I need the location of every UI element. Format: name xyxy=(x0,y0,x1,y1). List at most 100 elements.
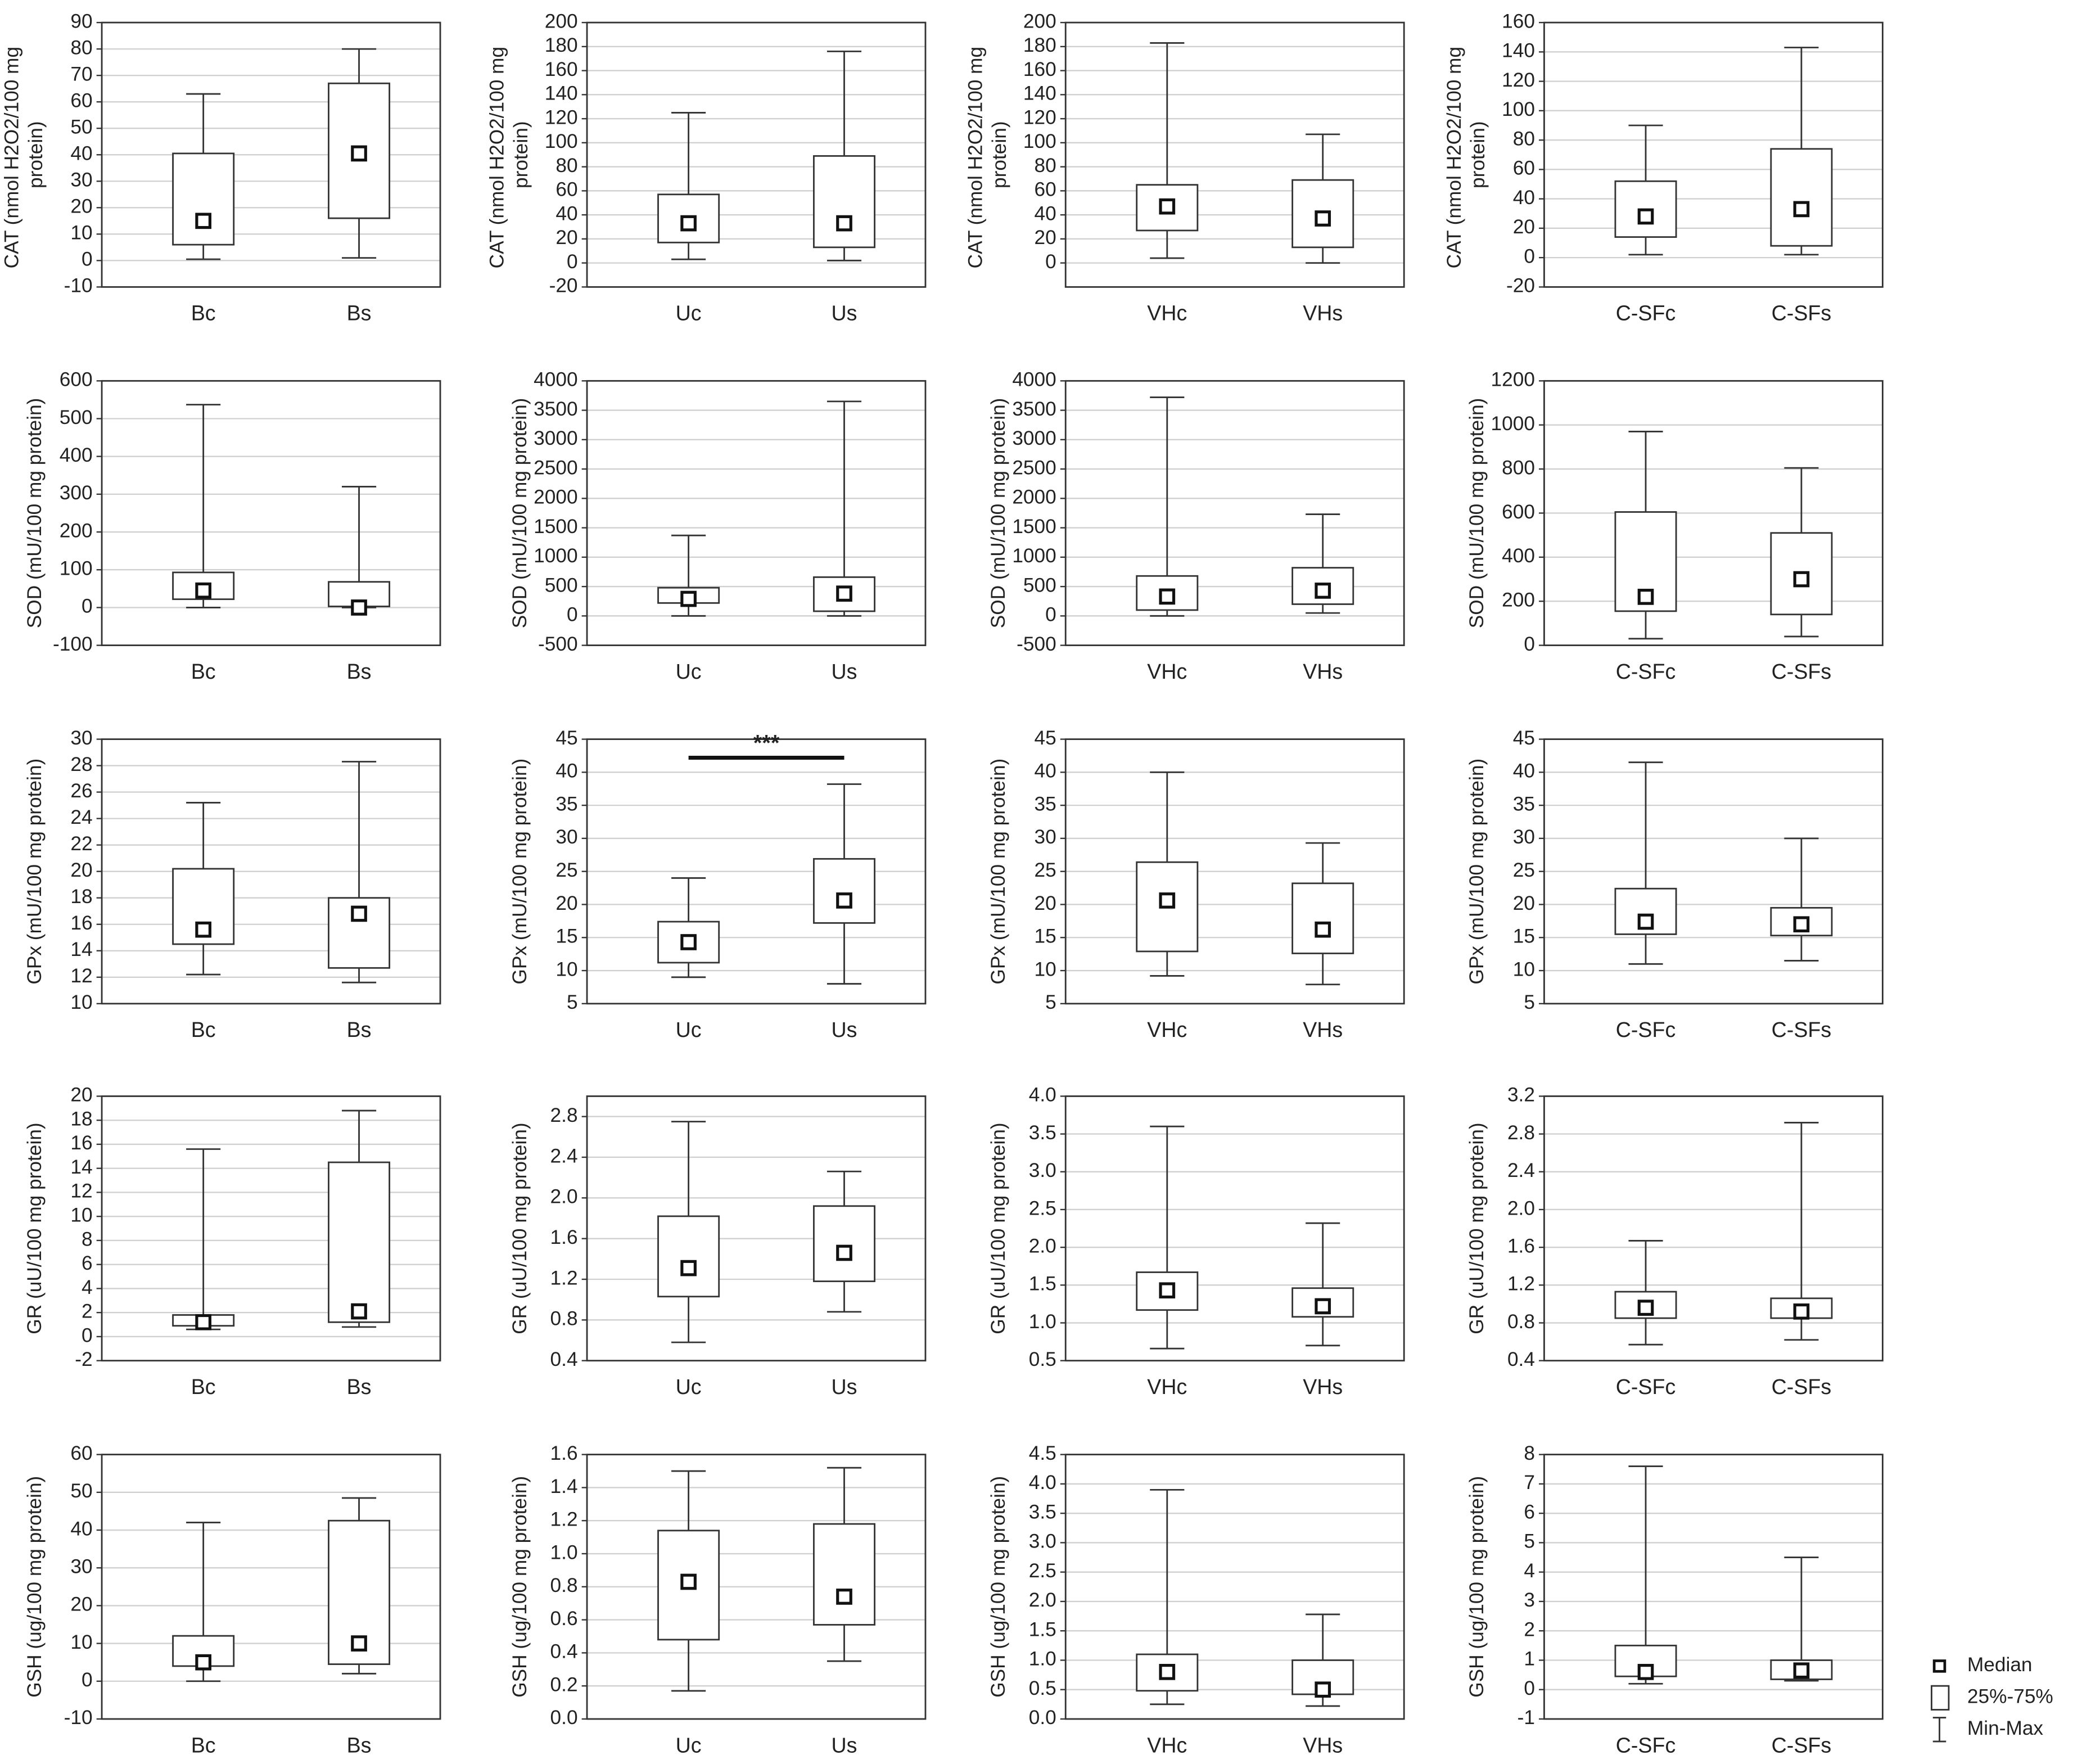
y-tick-label: -2 xyxy=(75,1348,92,1370)
y-tick-label: 4.0 xyxy=(1029,1084,1056,1106)
y-tick-label: 2000 xyxy=(534,486,577,508)
median-marker xyxy=(1159,892,1176,909)
legend: Median 25%-75% Min-Max xyxy=(1930,1654,2053,1743)
legend-median-icon xyxy=(1932,1659,1946,1673)
y-tick-label: 2.0 xyxy=(550,1186,578,1208)
y-tick-label: 200 xyxy=(1023,10,1056,32)
y-tick-label: 30 xyxy=(70,1556,92,1578)
y-tick-label: 35 xyxy=(555,793,577,815)
box-plot: -1 0 1 2 3 4 5 6 7 8 GSH (ug/100 mg protein) C-SFc C… xyxy=(1466,1442,1884,1757)
y-tick-label: 80 xyxy=(70,37,92,58)
y-tick-label: 10 xyxy=(555,958,577,980)
y-tick-label: 12 xyxy=(70,1180,92,1202)
y-tick-label: 1.2 xyxy=(550,1267,578,1289)
y-axis-label: GPx (mU/100 mg protein) xyxy=(24,759,46,985)
x-tick-label: Bc xyxy=(191,1733,216,1757)
x-tick-label: C-SFs xyxy=(1772,660,1832,683)
x-tick-label: Bc xyxy=(191,1375,216,1398)
median-marker xyxy=(1159,1282,1176,1299)
median-marker xyxy=(1315,921,1331,938)
y-tick-label: -10 xyxy=(64,275,93,297)
y-tick-label: 40 xyxy=(1035,760,1056,782)
y-tick-label: 3.5 xyxy=(1029,1122,1056,1144)
y-tick-label: 45 xyxy=(1035,727,1056,749)
x-tick-label: Us xyxy=(832,1375,857,1398)
box xyxy=(1770,148,1833,247)
x-tick-label: C-SFs xyxy=(1772,1733,1832,1757)
y-tick-label: 0.4 xyxy=(1507,1348,1535,1370)
box-plot: -10 0 10 20 30 40 50 60 GSH (ug/100 mg protein) B… xyxy=(24,1442,441,1757)
median-marker xyxy=(1315,1681,1331,1698)
y-tick-label: 600 xyxy=(60,369,93,391)
y-tick-label: 0.6 xyxy=(550,1608,578,1630)
median-marker xyxy=(836,585,852,602)
y-tick-label: 0 xyxy=(82,595,93,617)
y-tick-label: -10 xyxy=(64,1707,93,1729)
x-tick-label: C-SFs xyxy=(1772,301,1832,325)
median-marker xyxy=(1793,571,1810,588)
y-axis-label: GR (uU/100 mg protein) xyxy=(509,1122,531,1334)
y-tick-label: 0 xyxy=(1045,251,1056,273)
y-tick-label: 4000 xyxy=(1012,369,1056,391)
x-tick-label: Bs xyxy=(347,1375,372,1398)
y-tick-label: 2 xyxy=(82,1301,93,1323)
y-axis-label: GSH (ug/100 mg protein) xyxy=(1466,1476,1488,1698)
y-tick-label: 0 xyxy=(1045,604,1056,626)
y-tick-label: 1000 xyxy=(1012,545,1056,567)
y-tick-label: 16 xyxy=(70,912,92,934)
x-tick-label: Bs xyxy=(347,660,372,683)
box-plot: -500 0 500 1000 1500 2000 2500 3000 3500 4000SOD … xyxy=(987,369,1405,683)
box-plot: -10 0 10 20 30 40 50 60 70 80 90 CAT (nmol H2O2/100… xyxy=(1,10,441,325)
y-tick-label: 2.5 xyxy=(1029,1560,1056,1582)
y-tick-label: 5 xyxy=(1524,1531,1535,1553)
y-tick-label: 10 xyxy=(70,1631,92,1653)
box-plot: 0.5 1.0 1.5 2.0 2.5 3.0 3.5 4.0 GR (uU/100 mg pr… xyxy=(987,1084,1405,1398)
median-marker xyxy=(195,582,211,599)
y-tick-label: 600 xyxy=(1502,501,1535,523)
y-tick-label: 25 xyxy=(555,859,577,881)
box-plot: -100 0 100 200 300 400 500 600 SOD (mU/100 mg pr… xyxy=(24,369,441,683)
legend-label: Median xyxy=(1967,1654,2033,1676)
y-tick-label: 30 xyxy=(70,727,92,749)
y-tick-label: 1.5 xyxy=(1029,1618,1056,1640)
y-axis-label: GR (uU/100 mg protein) xyxy=(1466,1122,1488,1334)
y-axis-label: GSH (ug/100 mg protein) xyxy=(509,1476,531,1698)
y-tick-label: 4 xyxy=(1524,1560,1535,1582)
x-tick-label: Bc xyxy=(191,1018,216,1041)
y-tick-label: 40 xyxy=(1513,187,1535,209)
y-tick-label: 160 xyxy=(1502,10,1535,32)
plot-frame xyxy=(1064,1095,1405,1362)
legend-label: Min-Max xyxy=(1967,1717,2044,1739)
median-marker xyxy=(1637,1300,1654,1316)
x-tick-label: VHc xyxy=(1147,1733,1187,1757)
y-tick-label: 60 xyxy=(70,89,92,111)
y-axis-label: GR (uU/100 mg protein) xyxy=(24,1122,46,1334)
y-tick-label: 2.4 xyxy=(1507,1160,1535,1181)
y-tick-label: 140 xyxy=(545,83,578,105)
y-tick-label: 10 xyxy=(70,222,92,244)
y-tick-label: 2500 xyxy=(534,457,577,479)
median-marker xyxy=(1637,1663,1654,1680)
median-marker xyxy=(1793,1662,1810,1679)
y-tick-label: 80 xyxy=(1035,155,1056,177)
box-plot: 10 12 14 16 18 20 22 24 26 28 30 GPx (mU/100 mg pro… xyxy=(24,727,441,1041)
y-tick-label: -500 xyxy=(1017,633,1056,655)
y-tick-label: 1.6 xyxy=(550,1226,578,1248)
y-tick-label: 60 xyxy=(70,1442,92,1464)
y-tick-label: 3.2 xyxy=(1507,1084,1535,1106)
box-plot: 0.0 0.5 1.0 1.5 2.0 2.5 3.0 3.5 4.0 4.5 GSH (ug/10… xyxy=(987,1442,1405,1757)
y-tick-label: 120 xyxy=(1023,106,1056,128)
median-marker xyxy=(680,934,697,950)
y-tick-label: 200 xyxy=(545,10,578,32)
median-marker xyxy=(836,1244,852,1261)
y-tick-label: 3.0 xyxy=(1029,1160,1056,1181)
median-marker xyxy=(1793,1303,1810,1320)
y-tick-label: 20 xyxy=(70,859,92,881)
median-marker xyxy=(1315,1298,1331,1315)
y-tick-label: 500 xyxy=(1023,574,1056,596)
x-tick-label: C-SFc xyxy=(1616,301,1676,325)
x-tick-label: VHs xyxy=(1303,1375,1343,1398)
median-marker xyxy=(351,1635,367,1652)
box-plot: 5 10 15 20 25 30 35 40 45 GPx (mU/100 mg protein)… xyxy=(509,727,927,1041)
